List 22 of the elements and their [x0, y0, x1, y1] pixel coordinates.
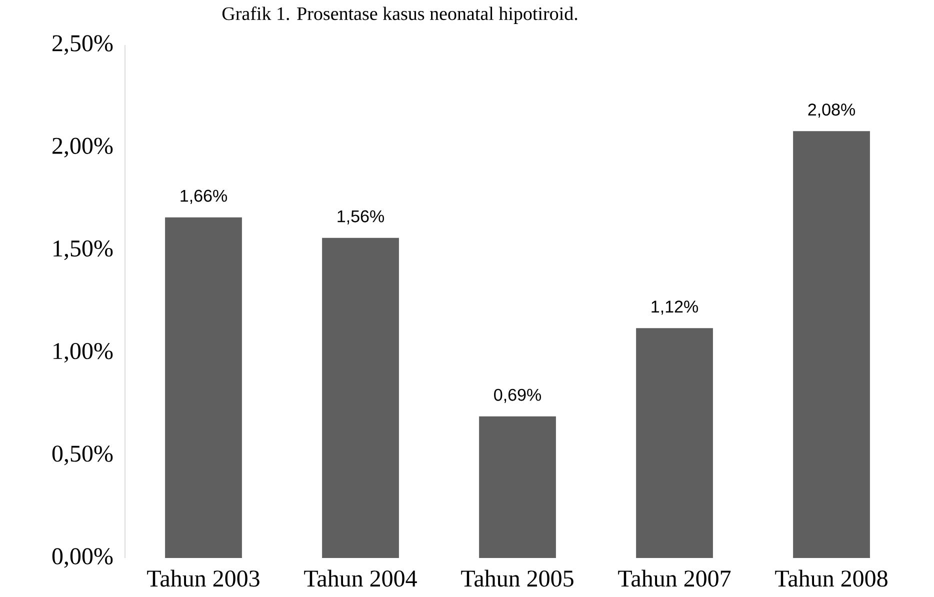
- y-tick-label: 1,50%: [54, 240, 113, 260]
- y-tick-label: 2,00%: [52, 138, 113, 158]
- chart-title: Grafik 1. Prosentase kasus neonatal hipotiroid.: [222, 6, 578, 24]
- bar: [479, 416, 556, 558]
- bar: [636, 328, 713, 558]
- y-tick-label: 1,00%: [54, 342, 113, 363]
- bar: [322, 238, 399, 558]
- y-tick-label: 0,50%: [52, 446, 113, 466]
- data-label: 1,56%: [338, 210, 384, 224]
- x-tick-label: Tahun 2005: [461, 570, 574, 587]
- data-label: 1,12%: [652, 300, 698, 315]
- x-tick-label: Tahun 2007: [618, 570, 731, 587]
- data-label: 2,08%: [808, 104, 855, 118]
- y-tick-label: 2,50%: [52, 35, 113, 55]
- x-tick-label: Tahun 2003: [147, 570, 260, 587]
- y-tick-label: 0,00%: [52, 548, 113, 568]
- bar: [165, 217, 242, 558]
- data-label: 1,66%: [180, 190, 227, 204]
- bar: [793, 131, 870, 558]
- x-tick-label: Tahun 2004: [304, 570, 417, 587]
- data-label: 0,69%: [494, 388, 541, 403]
- x-tick-label: Tahun 2008: [775, 570, 888, 587]
